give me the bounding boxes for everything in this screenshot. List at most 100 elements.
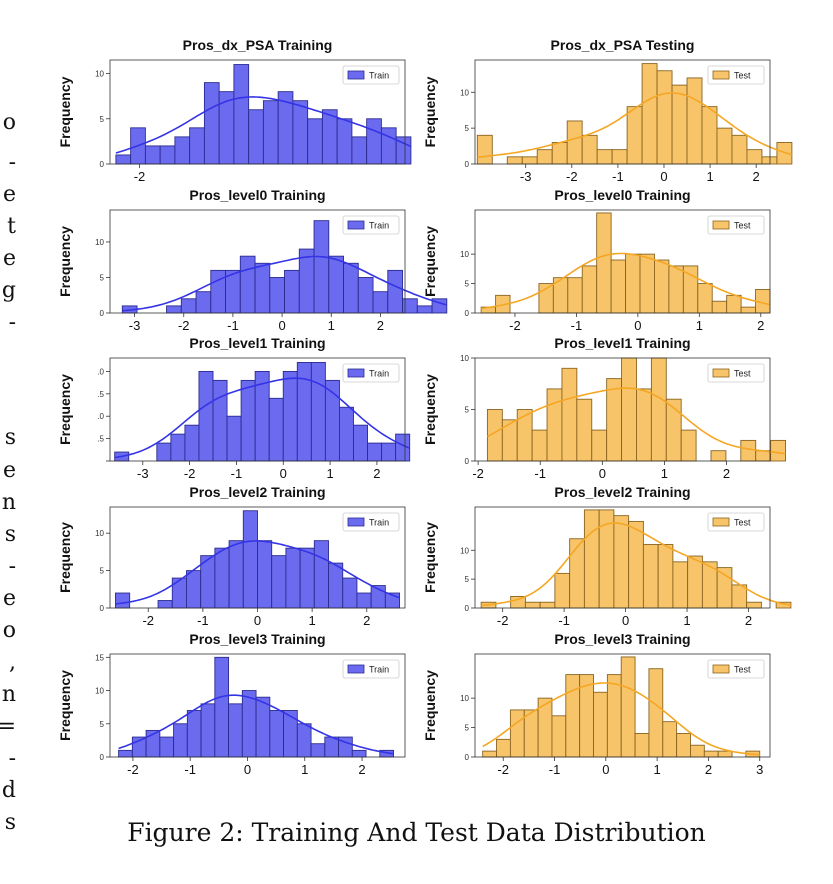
histogram-bar (285, 547, 301, 609)
x-tick-label: 2 (753, 169, 760, 184)
histogram-bar (299, 547, 315, 609)
histogram-bar (356, 592, 372, 609)
x-tick-label: -1 (549, 762, 561, 777)
histogram-bar (648, 668, 664, 758)
histogram-bar (621, 357, 637, 462)
x-tick-label: -1 (612, 169, 624, 184)
histogram-bar (746, 601, 762, 609)
histogram-bar (697, 283, 713, 314)
y-axis-label: Frequency (422, 522, 438, 593)
histogram-bar (144, 145, 161, 165)
histogram-bar (686, 77, 703, 165)
x-tick-label: 2 (363, 613, 370, 628)
histogram-bar (476, 134, 493, 165)
y-tick-label: 0 (465, 160, 470, 169)
margin-text-fragment: n (1, 682, 16, 707)
histogram-bar (269, 710, 285, 758)
y-tick-label: 0 (465, 309, 470, 318)
histogram-panel-5: Pros_level1 Training Frequency -3 -2 -1 0 1 2 .5… (57, 335, 411, 481)
histogram-bar (717, 750, 733, 758)
x-tick-label: 1 (309, 613, 316, 628)
histogram-bar (262, 100, 279, 165)
y-tick-label: 10 (460, 546, 469, 555)
x-tick-label: -1 (184, 762, 196, 777)
histogram-bar (257, 540, 273, 609)
histogram-bar (351, 749, 367, 758)
histogram-bar (174, 136, 191, 165)
x-tick-label: -3 (520, 169, 532, 184)
y-tick-label: 10 (460, 694, 469, 703)
histogram-bar (269, 277, 285, 314)
histogram-bar (157, 600, 173, 609)
x-tick-label: 0 (280, 466, 287, 481)
x-tick-label: 1 (301, 762, 308, 777)
kde-curve (122, 255, 448, 312)
y-tick-label: 0 (100, 604, 105, 613)
margin-text-fragment: e (2, 246, 16, 271)
margin-text-fragment: n (1, 490, 16, 515)
axes-frame (109, 357, 406, 462)
kde-curve (477, 92, 793, 159)
histogram-bar (115, 154, 132, 165)
histogram-bar (656, 70, 673, 165)
x-tick-label: 0 (244, 762, 251, 777)
histogram-bar (740, 306, 757, 314)
y-tick-label: 10 (95, 687, 104, 696)
histogram-bar (690, 744, 705, 758)
margin-text-fragment: s (4, 425, 16, 450)
histogram-bar (591, 429, 608, 462)
histogram-bar (248, 109, 264, 165)
histogram-bar (342, 577, 358, 609)
x-tick-label: -3 (129, 318, 141, 333)
panel-title: Pros_level2 Training (554, 484, 690, 500)
y-axis-label: Frequency (422, 226, 438, 297)
histogram-bar (186, 710, 202, 758)
y-tick-label: 0 (100, 309, 105, 318)
legend-label: Test (734, 665, 751, 675)
histogram-bar (254, 262, 271, 314)
histogram-bar (180, 298, 197, 314)
legend-swatch (712, 517, 730, 527)
legend-box (342, 363, 400, 383)
histogram-bar (282, 370, 298, 462)
histogram-bar (198, 370, 214, 462)
histogram-bar (283, 710, 298, 758)
y-tick-label: 10 (460, 250, 469, 259)
x-tick-label: -2 (497, 613, 509, 628)
histogram-bar (642, 544, 659, 609)
axes-frame (474, 209, 771, 314)
histogram-bar (240, 379, 256, 462)
panel-title: Pros_level3 Training (189, 631, 325, 647)
margin-text-fragment: o (2, 618, 16, 643)
margin-text-fragment: = (0, 714, 16, 739)
y-tick-label: 10 (95, 238, 104, 247)
y-tick-label: 5 (465, 406, 470, 415)
histogram-bar (313, 220, 330, 314)
x-tick-label: 3 (756, 762, 763, 777)
y-tick-label: .0 (97, 412, 104, 421)
legend-label: Train (369, 369, 389, 379)
histogram-bar (711, 300, 728, 314)
x-tick-label: -2 (184, 466, 196, 481)
legend-label: Test (734, 221, 751, 231)
histogram-bar (676, 733, 691, 758)
y-tick-label: 10 (460, 88, 469, 97)
histogram-bar (701, 106, 718, 165)
x-tick-label: 0 (634, 318, 641, 333)
kde-curve (481, 522, 792, 607)
legend-swatch (712, 664, 730, 674)
x-tick-label: 2 (358, 762, 365, 777)
histogram-bar (271, 555, 287, 609)
histogram-bar (321, 109, 338, 165)
histogram-bar (343, 262, 359, 314)
kde-curve (487, 387, 786, 455)
histogram-bar (292, 100, 309, 165)
histogram-bar (189, 127, 205, 165)
x-tick-label: -3 (137, 466, 149, 481)
x-tick-label: -2 (142, 613, 154, 628)
x-tick-label: -2 (178, 318, 190, 333)
histogram-bar (338, 406, 354, 462)
histogram-bar (516, 409, 533, 462)
x-tick-label: -1 (197, 613, 209, 628)
